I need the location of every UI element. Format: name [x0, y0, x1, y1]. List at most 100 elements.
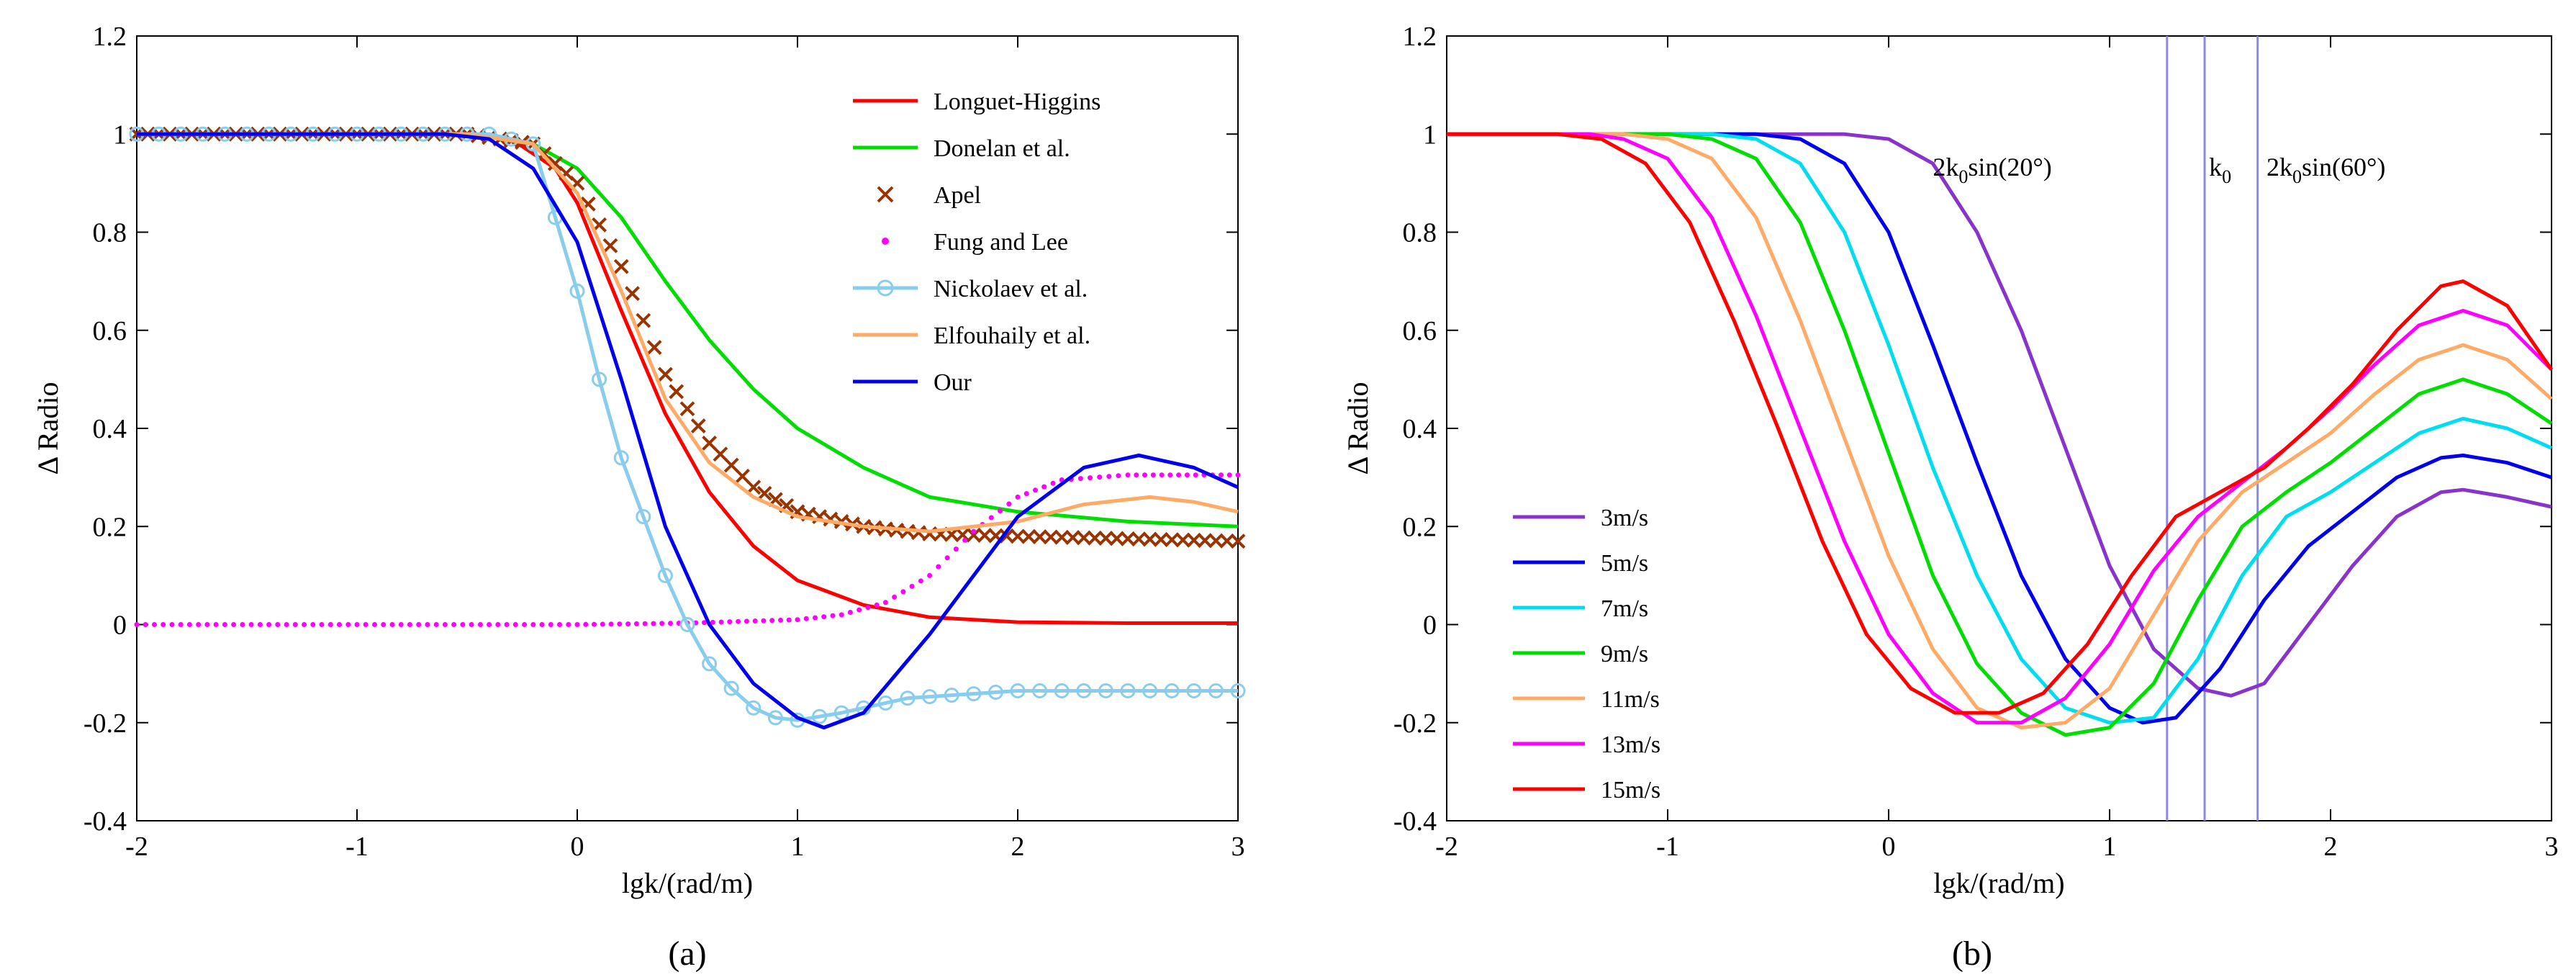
panel-a-series-fung-and-lee-marker [1050, 480, 1056, 486]
panel-a-series-nickolaev-et-al-marker [746, 700, 761, 716]
panel-a-series-fung-and-lee-marker [769, 618, 775, 623]
panel-a-series-fung-and-lee-marker [574, 622, 580, 627]
panel-a-series-apel-marker [1065, 530, 1080, 545]
panel-a-series-fung-and-lee-marker [752, 618, 758, 623]
panel-b-series-9m-s-line [1447, 132, 2553, 737]
panel-a-series-fung-and-lee-marker [633, 621, 639, 626]
panel-a-series-apel-marker [977, 528, 993, 544]
panel-a-series-fung-and-lee-marker [778, 617, 783, 623]
panel-a-series-fung-and-lee-marker [143, 622, 148, 627]
panel-a-series-fung-and-lee-marker [266, 622, 272, 627]
panel-b-annotation-subscript: 0 [2292, 166, 2302, 187]
panel-a-series-fung-and-lee-marker [1106, 474, 1112, 480]
panel-a-x-tick-label: 1 [791, 832, 805, 862]
panel-a-series-fung-and-lee-marker [642, 621, 648, 626]
panel-a-series-fung-and-lee-marker [196, 622, 202, 627]
panel-a-series-fung-and-lee-marker [566, 622, 571, 627]
panel-a-series-fung-and-lee-marker [821, 614, 827, 620]
panel-a-series-fung-and-lee-marker [1193, 472, 1198, 478]
panel-a-series-fung-and-lee [134, 472, 1241, 627]
panel-b-legend-item-9m-s: 9m/s [1513, 641, 1648, 667]
panel-a-series-apel-marker [657, 366, 673, 382]
panel-a-series-nickolaev-et-al-marker [1120, 683, 1136, 698]
panel-a-series-fung-and-lee-marker [398, 622, 404, 627]
panel-a-series-fung-and-lee-marker [292, 622, 298, 627]
panel-a-series-fung-and-lee-marker [240, 622, 245, 627]
panel-a-series-fung-and-lee-marker [583, 621, 589, 627]
panel-b-y-axis-title: Δ Radio [1342, 382, 1374, 474]
panel-a-series-apel-marker [1208, 533, 1224, 549]
panel-a-legend-item-our: Our [853, 369, 972, 396]
panel-a-series-apel-marker [1109, 531, 1125, 546]
panel-a-series-nickolaev-et-al-marker [592, 372, 607, 387]
panel-a-legend-item-fung-and-lee: Fung and Lee [882, 229, 1068, 256]
panel-b-y-tick-label: 1.2 [1403, 22, 1437, 52]
panel-a-series-fung-and-lee-marker [1088, 475, 1093, 481]
panel-a-series-fung-and-lee-marker [727, 619, 733, 625]
panel-a-series-fung-and-lee-marker [548, 622, 553, 627]
panel-a-series-apel-marker [702, 436, 718, 451]
panel-a-series-fung-and-lee-marker [169, 622, 175, 627]
panel-a-series-fung-and-lee-marker [857, 607, 862, 613]
panel-a-series-apel-marker [1010, 528, 1026, 544]
panel-a-series-fung-and-lee-marker [659, 621, 665, 626]
panel-a-series-fung-and-lee-marker [953, 546, 959, 552]
panel-b-x-tick-label: 2 [2324, 832, 2338, 862]
panel-b-legend-item-5m-s: 5m/s [1513, 550, 1648, 577]
panel-a-series-fung-and-lee-marker [337, 622, 342, 627]
panel-a-series-fung-and-lee-marker [389, 622, 395, 627]
panel-a-legend-item-donelan-et-al-label: Donelan et al. [934, 135, 1070, 162]
panel-a-series-fung-and-lee-marker [909, 583, 915, 589]
panel-a-y-tick-label: -0.2 [83, 708, 127, 739]
panel-a-legend-item-nickolaev-et-al-marker [877, 279, 894, 297]
panel-a-legend-item-longuet-higgins: Longuet-Higgins [853, 89, 1101, 115]
panel-a-series-apel-marker [636, 312, 651, 328]
panel-a-series-fung-and-lee-marker [1033, 487, 1038, 493]
panel-a-series-fung-and-lee-marker [310, 622, 316, 627]
panel-a-series-apel-marker [1043, 529, 1059, 545]
panel-a-y-tick-label: 0.6 [93, 316, 127, 346]
panel-a-series-fung-and-lee-marker [1116, 473, 1121, 479]
panel-a-series-fung-and-lee-marker [998, 508, 1003, 513]
panel-a-series-fung-and-lee-marker [651, 621, 656, 626]
panel-a-series-fung-and-lee-marker [592, 621, 597, 627]
panel-a-series-fung-and-lee-marker [302, 622, 307, 627]
panel-a-series-fung-and-lee-marker [319, 622, 325, 627]
panel-a-series-apel-marker [1032, 529, 1048, 544]
panel-a-y-axis-title: Δ Radio [32, 382, 64, 474]
panel-b-series-11m-s-line [1447, 132, 2553, 730]
panel-a-series-fung-and-lee-marker [1167, 472, 1173, 478]
panel-a-series-fung-and-lee-marker [469, 622, 474, 627]
panel-a-legend-item-donelan-et-al: Donelan et al. [853, 135, 1070, 162]
panel-a-series-fung-and-lee-marker [1125, 472, 1131, 478]
panel-b-y-tick-label: 0.6 [1403, 316, 1437, 346]
panel-a-series-elfouhaily-et-al-line [137, 132, 1239, 533]
panel-a-series-nickolaev-et-al-marker [657, 567, 673, 583]
panel-a-x-tick-label: 3 [1231, 832, 1245, 862]
panel-b-x-tick-label: 0 [1882, 832, 1896, 862]
panel-a-series-nickolaev-et-al-marker [1076, 683, 1092, 698]
panel-a-series-apel-marker [613, 258, 629, 274]
panel-a-y-tick-label: 1 [113, 120, 127, 150]
panel-b-caption: (b) [1952, 935, 1992, 973]
panel-a-series-fung-and-lee-marker [425, 622, 430, 627]
panel-a-series-fung-and-lee-marker [354, 622, 360, 627]
panel-a-series-our [137, 132, 1239, 730]
panel-b-legend-item-15m-s: 15m/s [1513, 777, 1660, 803]
panel-b-annotation: 2k0sin(20°) [1933, 153, 2051, 187]
panel-a-series-fung-and-lee-marker [830, 613, 836, 618]
panel-b-annotation-text: 2k [1933, 153, 1958, 181]
panel-a-series-apel-marker [1098, 531, 1113, 546]
panel-a-series-nickolaev-et-al-marker [1098, 683, 1113, 698]
panel-a-series-apel-marker [1120, 531, 1136, 546]
panel-b-annotation-subscript: 0 [1958, 166, 1968, 187]
panel-a-series-fung-and-lee-marker [803, 616, 809, 621]
panel-a-series-longuet-higgins [137, 132, 1238, 625]
panel-b-x-tick-label: 1 [2103, 832, 2117, 862]
panel-b-series-15m-s [1447, 132, 2554, 715]
panel-a-series-our-line [137, 132, 1239, 730]
panel-b-legend-item-11m-s: 11m/s [1513, 686, 1660, 713]
panel-a-series-nickolaev-et-al-marker [1010, 683, 1026, 698]
panel-a-series-nickolaev-et-al-marker [723, 680, 739, 696]
panel-b-series-13m-s [1447, 132, 2553, 725]
